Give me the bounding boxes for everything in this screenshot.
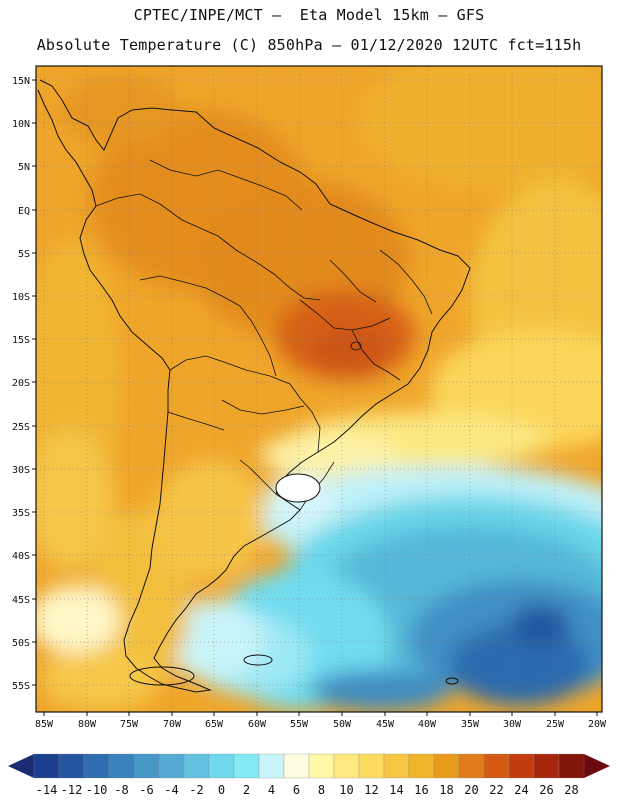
- lon-label: 20W: [588, 719, 607, 730]
- colorbar-tick-label: 0: [218, 783, 225, 797]
- colorbar-tick-label: 18: [439, 783, 453, 797]
- lat-label: 35S: [12, 508, 30, 519]
- colorbar-swatch: [233, 753, 260, 779]
- tierra-del-fuego: [129, 666, 195, 686]
- lon-label: 80W: [78, 719, 97, 730]
- colorbar-high-arrow: [584, 754, 610, 778]
- country-borders: [95, 159, 433, 511]
- latitude-axis: 15N 10N 5N EQ 5S 10S 15S 20S 25S 30S 35S…: [12, 76, 36, 692]
- lon-label: 85W: [35, 719, 54, 730]
- lat-label: EQ: [18, 206, 30, 217]
- lat-label: 55S: [12, 681, 30, 692]
- lon-label: 70W: [163, 719, 182, 730]
- colorbar-swatch: [358, 753, 385, 779]
- colorbar-tick-label: 22: [489, 783, 503, 797]
- colorbar-swatch: [108, 753, 135, 779]
- colorbar-swatch: [533, 753, 560, 779]
- colorbar-tick-label: 4: [268, 783, 275, 797]
- colorbar-tick-label: -4: [164, 783, 178, 797]
- lon-label: 65W: [205, 719, 224, 730]
- south-america-coastline: [37, 79, 471, 693]
- lat-label: 15S: [12, 335, 30, 346]
- colorbar-tick-label: 6: [293, 783, 300, 797]
- colorbar-tick-label: -2: [189, 783, 203, 797]
- colorbar-tick-label: 14: [389, 783, 403, 797]
- colorbar-swatch: [333, 753, 360, 779]
- colorbar-tick-label: 26: [539, 783, 553, 797]
- colorbar-swatch: [33, 753, 60, 779]
- lat-label: 10N: [12, 119, 30, 130]
- map-title-line2: Absolute Temperature (C) 850hPa – 01/12/…: [36, 36, 582, 54]
- south-georgia-island: [445, 677, 459, 685]
- colorbar-swatch: [283, 753, 310, 779]
- falkland-islands: [243, 654, 273, 666]
- colorbar-tick-label: 2: [243, 783, 250, 797]
- lat-label: 10S: [12, 292, 30, 303]
- lon-label: 30W: [503, 719, 522, 730]
- lat-label: 30S: [12, 465, 30, 476]
- colorbar-swatch: [158, 753, 185, 779]
- colorbar-swatch: [183, 753, 210, 779]
- colorbar-tick-label: 28: [564, 783, 578, 797]
- lat-label: 40S: [12, 551, 30, 562]
- colorbar-swatch: [433, 753, 460, 779]
- lat-label: 15N: [12, 76, 30, 87]
- longitude-axis: 85W 80W 75W 70W 65W 60W 55W 50W 45W 40W …: [35, 712, 607, 730]
- lon-label: 25W: [546, 719, 565, 730]
- colorbar-tick-label: -14: [36, 783, 58, 797]
- colorbar-tick-label: 16: [414, 783, 428, 797]
- lon-label: 35W: [461, 719, 480, 730]
- colorbar-swatch: [133, 753, 160, 779]
- colorbar-swatch: [458, 753, 485, 779]
- colorbar-tick-label: -12: [61, 783, 83, 797]
- lat-label: 45S: [12, 595, 30, 606]
- colorbar-swatch: [383, 753, 410, 779]
- lake-marker: [350, 341, 362, 351]
- colorbar-tick-label: -10: [86, 783, 108, 797]
- colorbar-tick-label: -8: [114, 783, 128, 797]
- colorbar-swatch: [83, 753, 110, 779]
- colorbar-swatch: [508, 753, 535, 779]
- colorbar-swatch: [308, 753, 335, 779]
- lat-label: 50S: [12, 638, 30, 649]
- colorbar-swatch: [408, 753, 435, 779]
- colorbar-swatch: [208, 753, 235, 779]
- map-frame: [35, 65, 603, 713]
- lon-label: 50W: [333, 719, 352, 730]
- colorbar-tick-label: -6: [139, 783, 153, 797]
- colorbar-swatch: [483, 753, 510, 779]
- colorbar-tick-label: 8: [318, 783, 325, 797]
- colorbar-tick-label: 12: [364, 783, 378, 797]
- colorbar-swatch: [58, 753, 85, 779]
- colorbar-tick-label: 24: [514, 783, 528, 797]
- colorbar-low-arrow: [8, 754, 34, 778]
- colorbar-swatch: [258, 753, 285, 779]
- lat-label: 5S: [18, 249, 30, 260]
- colorbar-tick-label: 10: [339, 783, 353, 797]
- temperature-field: [36, 66, 602, 712]
- temperature-colorbar: -14 -12 -10 -8 -6 -4 -2 0 2 4 6 8 10 12 14 16 18 20 22 24 26…: [8, 753, 610, 797]
- lon-label: 75W: [120, 719, 139, 730]
- map-title-line1: CPTEC/INPE/MCT – Eta Model 15km – GFS: [133, 6, 485, 24]
- lon-label: 60W: [248, 719, 267, 730]
- lon-label: 40W: [418, 719, 437, 730]
- lat-label: 25S: [12, 422, 30, 433]
- rio-de-la-plata: [275, 473, 321, 503]
- lat-label: 20S: [12, 378, 30, 389]
- colorbar-swatch: [558, 753, 585, 779]
- colorbar-tick-label: 20: [464, 783, 478, 797]
- lon-label: 45W: [376, 719, 395, 730]
- lat-label: 5N: [18, 162, 30, 173]
- lon-label: 55W: [290, 719, 309, 730]
